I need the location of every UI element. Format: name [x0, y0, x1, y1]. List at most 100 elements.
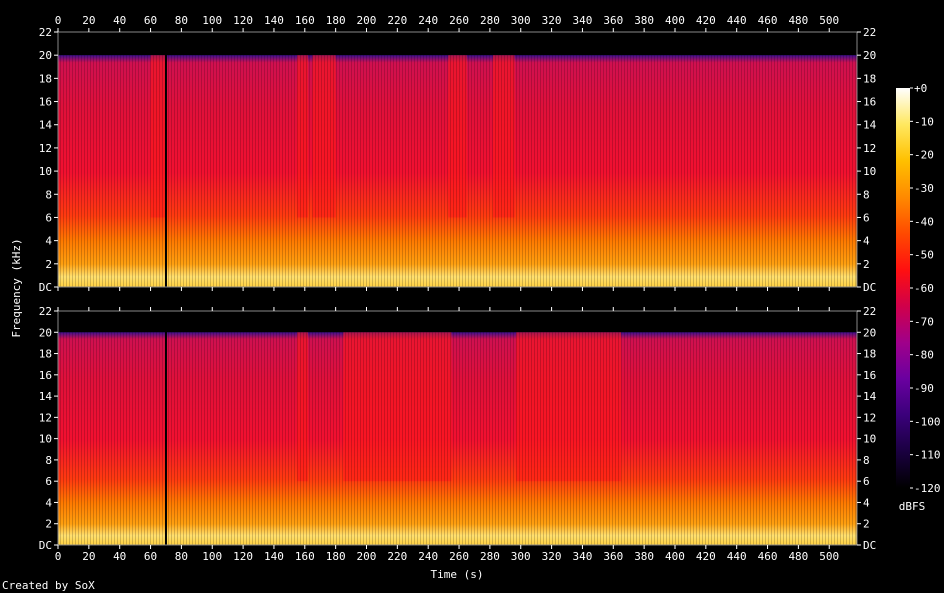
x-tick-label-bottom: 260 — [449, 550, 469, 563]
channel-1-frame — [57, 31, 858, 288]
y-tick-label-left: 6 — [45, 475, 52, 488]
x-tick-label-bottom: 80 — [175, 550, 188, 563]
y-tick-label-right: 20 — [863, 49, 876, 62]
x-tick-label-bottom: 60 — [144, 550, 157, 563]
y-tick-label-left: 20 — [39, 326, 52, 339]
x-tick-label-bottom: 240 — [418, 550, 438, 563]
x-tick-label-top: 340 — [573, 14, 593, 27]
x-tick-label-bottom: 180 — [326, 550, 346, 563]
y-tick-label-left: 2 — [45, 518, 52, 531]
channel-2-texture — [58, 332, 857, 545]
x-tick-label-bottom: 160 — [295, 550, 315, 563]
colorbar-tick-label: -70 — [914, 315, 934, 328]
x-tick-label-bottom: 200 — [357, 550, 377, 563]
y-tick-label-right: 6 — [863, 475, 870, 488]
x-tick-label-bottom: 320 — [542, 550, 562, 563]
x-tick-label-top: 440 — [727, 14, 747, 27]
colorbar-tick-label: -40 — [914, 215, 934, 228]
y-tick-label-left: 18 — [39, 348, 52, 361]
channel-2-frame — [57, 310, 858, 546]
x-tick-label-bottom: 40 — [113, 550, 126, 563]
y-tick-label-left: 4 — [45, 235, 52, 248]
y-tick-label-left: DC — [39, 281, 52, 294]
x-tick-label-top: 60 — [144, 14, 157, 27]
colorbar-tick-label: -120 — [914, 482, 941, 495]
x-tick-label-bottom: 480 — [788, 550, 808, 563]
y-tick-label-right: 10 — [863, 433, 876, 446]
y-tick-label-left: 20 — [39, 49, 52, 62]
y-tick-label-right: 2 — [863, 258, 870, 271]
colorbar-tick-label: -50 — [914, 249, 934, 262]
y-tick-label-left: 22 — [39, 305, 52, 318]
x-tick-label-bottom: 500 — [819, 550, 839, 563]
colorbar-tick-label: -30 — [914, 182, 934, 195]
y-tick-label-left: 14 — [39, 119, 53, 132]
y-tick-label-left: 2 — [45, 258, 52, 271]
x-tick-label-bottom: 20 — [82, 550, 95, 563]
y-tick-label-left: 10 — [39, 165, 52, 178]
x-tick-label-top: 100 — [202, 14, 222, 27]
x-tick-label-bottom: 420 — [696, 550, 716, 563]
y-tick-label-right: 10 — [863, 165, 876, 178]
channel-1-silence-line — [164, 32, 167, 287]
x-tick-label-bottom: 440 — [727, 550, 747, 563]
colorbar-tick-label: -80 — [914, 349, 934, 362]
y-tick-label-right: 22 — [863, 305, 876, 318]
y-tick-label-right: 18 — [863, 72, 876, 85]
x-tick-label-top: 360 — [603, 14, 623, 27]
x-tick-label-top: 500 — [819, 14, 839, 27]
colorbar-tick-label: -60 — [914, 282, 934, 295]
y-tick-label-right: 8 — [863, 188, 870, 201]
channel-2-silence-line — [164, 311, 167, 545]
y-tick-label-right: 20 — [863, 326, 876, 339]
x-tick-label-bottom: 360 — [603, 550, 623, 563]
x-tick-label-bottom: 280 — [480, 550, 500, 563]
y-axis-label: Frequency (kHz) — [10, 238, 23, 337]
y-tick-label-right: 2 — [863, 518, 870, 531]
y-tick-label-left: 8 — [45, 454, 52, 467]
x-tick-label-top: 160 — [295, 14, 315, 27]
x-tick-label-bottom: 340 — [573, 550, 593, 563]
colorbar-gradient — [896, 88, 910, 488]
x-tick-label-bottom: 460 — [758, 550, 778, 563]
x-tick-label-bottom: 100 — [202, 550, 222, 563]
channel-1-spectrogram — [57, 31, 858, 288]
x-tick-label-bottom: 0 — [55, 550, 62, 563]
x-tick-label-top: 120 — [233, 14, 253, 27]
y-tick-label-right: 8 — [863, 454, 870, 467]
channel-2-spectrogram — [57, 310, 858, 546]
x-tick-label-top: 0 — [55, 14, 62, 27]
colorbar: +0 -10 -20 -30 -40 -50 -60 -70 -80 -90 -100 -110 -12… — [896, 82, 941, 495]
x-axis-label: Time (s) — [431, 568, 484, 581]
y-tick-label-right: 12 — [863, 411, 876, 424]
y-tick-label-right: DC — [863, 539, 876, 552]
y-tick-label-left: 12 — [39, 142, 52, 155]
y-tick-label-right: 4 — [863, 235, 870, 248]
y-tick-label-left: 16 — [39, 369, 52, 382]
x-tick-label-top: 20 — [82, 14, 95, 27]
x-tick-label-top: 200 — [357, 14, 377, 27]
colorbar-tick-label: -100 — [914, 415, 941, 428]
y-tick-label-right: DC — [863, 281, 876, 294]
y-tick-label-left: DC — [39, 539, 52, 552]
x-tick-label-bottom: 120 — [233, 550, 253, 563]
x-tick-label-bottom: 380 — [634, 550, 654, 563]
x-tick-label-top: 480 — [788, 14, 808, 27]
y-tick-label-right: 18 — [863, 348, 876, 361]
y-tick-label-right: 14 — [863, 390, 877, 403]
y-tick-label-left: 8 — [45, 188, 52, 201]
channel-1-texture — [58, 55, 857, 287]
colorbar-tick-label: -90 — [914, 382, 934, 395]
credit-text: Created by SoX — [2, 579, 95, 592]
y-tick-label-left: 16 — [39, 96, 52, 109]
y-tick-label-right: 12 — [863, 142, 876, 155]
x-tick-label-bottom: 400 — [665, 550, 685, 563]
x-tick-label-bottom: 300 — [511, 550, 531, 563]
channel-2-above-cutoff — [58, 311, 857, 333]
colorbar-tick-label: +0 — [914, 82, 927, 95]
colorbar-tick-label: -20 — [914, 149, 934, 162]
y-tick-label-right: 4 — [863, 496, 870, 509]
x-tick-label-top: 320 — [542, 14, 562, 27]
colorbar-tick-label: -110 — [914, 449, 941, 462]
